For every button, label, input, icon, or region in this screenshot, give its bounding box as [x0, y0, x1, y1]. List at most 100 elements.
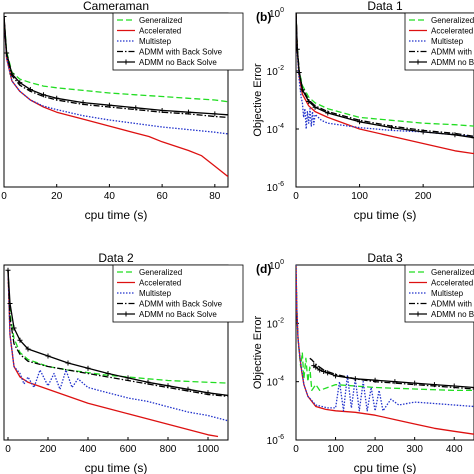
series-marker: [159, 107, 165, 113]
chart-panel-2: Data 1 (b) 0 100 200 cpu time (s) 100 10-2 10-4 1…: [252, 0, 474, 222]
series-marker: [145, 379, 151, 385]
series-marker: [333, 373, 339, 379]
series-marker: [372, 377, 378, 383]
x-axis-label: cpu time (s): [354, 461, 417, 474]
x-tick-label: 100: [327, 444, 344, 455]
legend-entry: Accelerated: [139, 279, 181, 288]
series-marker: [412, 380, 418, 386]
series-marker: [17, 80, 23, 86]
series-marker: [313, 364, 319, 370]
series-marker: [225, 392, 228, 398]
series-marker: [317, 367, 323, 373]
x-tick-label: 40: [104, 191, 116, 202]
legend-entry: Accelerated: [431, 27, 473, 36]
y-tick-label: 10-6: [267, 181, 284, 194]
x-tick-label: 200: [40, 444, 57, 455]
series-marker: [225, 112, 228, 118]
series-marker: [106, 102, 112, 108]
x-tick-label: 400: [446, 444, 463, 455]
legend-marker: [123, 311, 129, 317]
x-tick-label: 600: [120, 444, 137, 455]
series-marker: [65, 360, 71, 366]
series-line-3: [296, 265, 474, 412]
series-marker: [165, 383, 171, 389]
series-marker: [471, 385, 474, 390]
x-tick-label: 80: [209, 191, 221, 202]
y-axis-label: Objective Error: [252, 63, 264, 137]
x-tick-label: 0: [1, 191, 7, 202]
chart-panel-4: Data 3 (d) 0 100 200 300 400 cpu time (s) 100 10-…: [252, 251, 474, 474]
series-line-3: [296, 13, 474, 137]
series-marker: [11, 325, 17, 331]
legend-entry: ADMM no Back Solve: [139, 58, 217, 67]
series-marker: [185, 109, 191, 115]
series-marker: [185, 386, 191, 392]
legend-entry: Generalized: [139, 16, 182, 25]
series-marker: [357, 119, 363, 125]
series-marker: [125, 375, 131, 381]
series-marker: [296, 69, 302, 75]
legend-entry: Generalized: [431, 16, 474, 25]
legend-entry: ADMM with Back Solve: [139, 48, 223, 57]
x-tick-label: 300: [406, 444, 423, 455]
x-axis-label: cpu time (s): [354, 208, 417, 222]
series-marker: [133, 105, 139, 111]
plot-frame: [295, 264, 474, 441]
series-marker: [41, 92, 47, 98]
series-marker: [105, 371, 111, 376]
legend-marker: [415, 59, 421, 65]
series-marker: [4, 50, 10, 56]
series-marker: [80, 100, 86, 106]
series-group: [5, 267, 228, 438]
x-tick-label: 200: [367, 444, 384, 455]
series-marker: [17, 337, 23, 343]
series-line-1: [4, 16, 228, 103]
legend-marker: [415, 311, 421, 317]
series-marker: [471, 135, 474, 141]
series-marker: [312, 104, 318, 110]
y-axis-label: Objective Error: [252, 315, 264, 389]
series-line-5: [4, 16, 228, 116]
series-marker: [299, 87, 305, 93]
series-marker: [452, 132, 458, 138]
y-tick-label: 10-4: [267, 123, 284, 136]
series-marker: [306, 98, 312, 104]
series-line-4: [4, 16, 228, 119]
legend-entry: Multistep: [139, 37, 172, 46]
series-marker: [54, 95, 60, 101]
series-marker: [9, 71, 15, 77]
series-marker: [45, 353, 51, 359]
x-tick-label: 0: [5, 444, 11, 455]
series-line-2: [4, 16, 228, 178]
chart-title: Cameraman: [83, 0, 149, 13]
x-tick-label: 0: [293, 191, 299, 202]
legend-entry: Accelerated: [139, 27, 181, 36]
x-axis-label: cpu time (s): [85, 208, 148, 222]
legend-entry: Generalized: [431, 268, 474, 277]
series-marker: [205, 390, 211, 396]
y-tick-label: 100: [269, 259, 284, 272]
series-line-4: [7, 270, 228, 397]
series-marker: [325, 110, 331, 116]
x-tick-label: 100: [351, 191, 368, 202]
series-marker: [212, 111, 218, 117]
plot-frame: [295, 12, 474, 188]
legend-entry: ADMM with Back Solve: [431, 48, 474, 57]
y-tick-label: 10-4: [267, 376, 284, 389]
series-group: [4, 13, 228, 178]
panel-label: (d): [256, 262, 271, 276]
series-marker: [388, 125, 394, 131]
chart-title: Data 3: [367, 251, 403, 265]
panel-label: (b): [256, 10, 271, 24]
chart-panel-3: Data 2 0 200 400 600 800 1000 cpu time (s) Gener…: [3, 251, 244, 474]
legend-entry: ADMM with Back Solve: [139, 300, 223, 309]
x-axis-label: cpu time (s): [85, 461, 148, 474]
x-tick-label: 0: [293, 444, 299, 455]
legend-entry: Multistep: [431, 289, 464, 298]
legend-entry: ADMM no Back Solve: [431, 58, 474, 67]
legend-box: [112, 264, 244, 323]
